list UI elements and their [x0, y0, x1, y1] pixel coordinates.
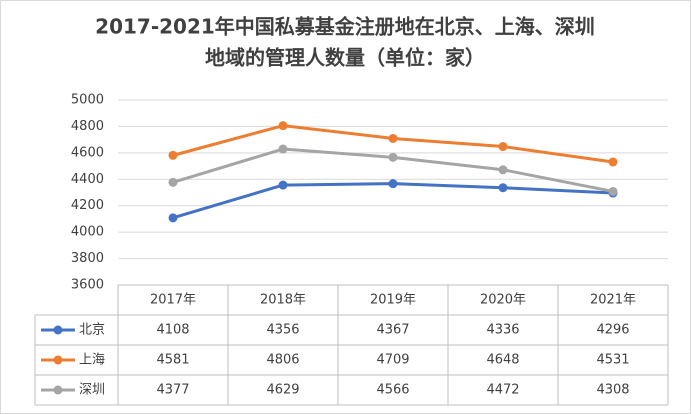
point [388, 133, 398, 143]
x-tick-label: 2021年 [590, 293, 636, 308]
point [608, 186, 618, 196]
y-tick-label: 4200 [71, 198, 104, 213]
point [498, 165, 508, 175]
y-tick-label: 4000 [71, 225, 104, 240]
chart-title: 地域的管理人数量（单位：家） [205, 46, 485, 70]
y-tick-label: 5000 [71, 93, 104, 108]
point [388, 152, 398, 162]
x-tick-label: 2018年 [260, 293, 306, 308]
table-value: 4108 [156, 323, 189, 338]
table-value: 4296 [596, 323, 629, 338]
point [278, 180, 288, 190]
y-tick-label: 4800 [71, 119, 104, 134]
table-value: 4377 [156, 383, 189, 398]
table-value: 4806 [266, 353, 299, 368]
legend-marker [53, 325, 63, 335]
table-value: 4356 [266, 323, 299, 338]
point [498, 142, 508, 152]
x-tick-label: 2017年 [150, 293, 196, 308]
legend-marker [53, 385, 63, 395]
table-value: 4581 [156, 353, 189, 368]
table-value: 4367 [376, 323, 409, 338]
chart-title: 2017-2021年中国私募基金注册地在北京、上海、深圳 [95, 15, 595, 39]
table-value: 4336 [486, 323, 519, 338]
y-tick-label: 4600 [71, 145, 104, 160]
legend-label: 深圳 [79, 383, 105, 398]
point [278, 121, 288, 131]
legend-marker [53, 355, 63, 365]
y-tick-label: 3800 [71, 251, 104, 266]
x-tick-label: 2019年 [370, 293, 416, 308]
y-tick-label: 3600 [71, 278, 104, 293]
table-value: 4531 [596, 353, 629, 368]
point [498, 183, 508, 193]
table-value: 4648 [486, 353, 519, 368]
table-value: 4308 [596, 383, 629, 398]
point [168, 213, 178, 223]
table-value: 4629 [266, 383, 299, 398]
legend-label: 上海 [79, 353, 105, 368]
table-value: 4472 [486, 383, 519, 398]
point [278, 144, 288, 154]
y-tick-label: 4400 [71, 172, 104, 187]
legend-label: 北京 [79, 323, 105, 338]
point [168, 177, 178, 187]
point [388, 179, 398, 189]
point [168, 150, 178, 160]
point [608, 157, 618, 167]
table-value: 4566 [376, 383, 409, 398]
x-tick-label: 2020年 [480, 293, 526, 308]
table-value: 4709 [376, 353, 409, 368]
